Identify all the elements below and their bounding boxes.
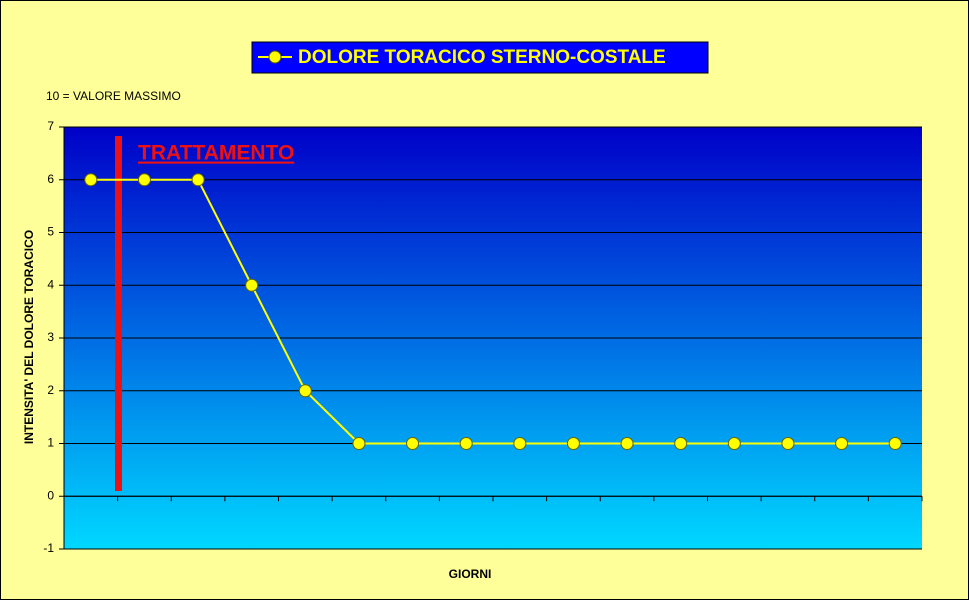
point: [513, 437, 527, 450]
point: [352, 437, 366, 450]
y-tick-label: 5: [47, 225, 54, 239]
legend: [251, 41, 709, 74]
point: [781, 437, 795, 450]
y-tick-label: 4: [47, 277, 54, 291]
point: [298, 384, 312, 398]
point: [191, 173, 205, 187]
point: [620, 437, 634, 450]
point: [406, 437, 420, 450]
point: [674, 437, 688, 450]
point: [84, 173, 98, 187]
y-tick-label: 6: [47, 172, 54, 186]
point: [835, 437, 849, 450]
y-axis-label: INTENSITA' DEL DOLORE TORACICO: [22, 230, 36, 444]
y-tick-label: 7: [47, 119, 54, 133]
y-tick-label: 3: [47, 330, 54, 344]
annotation: TRATTAMENTO: [138, 142, 294, 165]
x-axis-label: GIORNI: [449, 567, 492, 581]
point: [566, 437, 580, 450]
y-tick-label: 0: [47, 488, 54, 502]
legend-marker: [268, 50, 282, 64]
series-line: [90, 178, 896, 445]
point: [888, 437, 902, 450]
point: [137, 173, 151, 187]
y-tick-label: 1: [47, 436, 54, 450]
treatment-bar: [115, 136, 122, 491]
y-tick-label: -1: [43, 541, 54, 555]
legend-label: DOLORE TORACICO STERNO-COSTALE: [298, 47, 666, 68]
y-tick-label: 2: [47, 383, 54, 397]
subtitle: 10 = VALORE MASSIMO: [46, 89, 181, 103]
point: [459, 437, 473, 450]
point: [727, 437, 741, 450]
point: [245, 278, 259, 292]
